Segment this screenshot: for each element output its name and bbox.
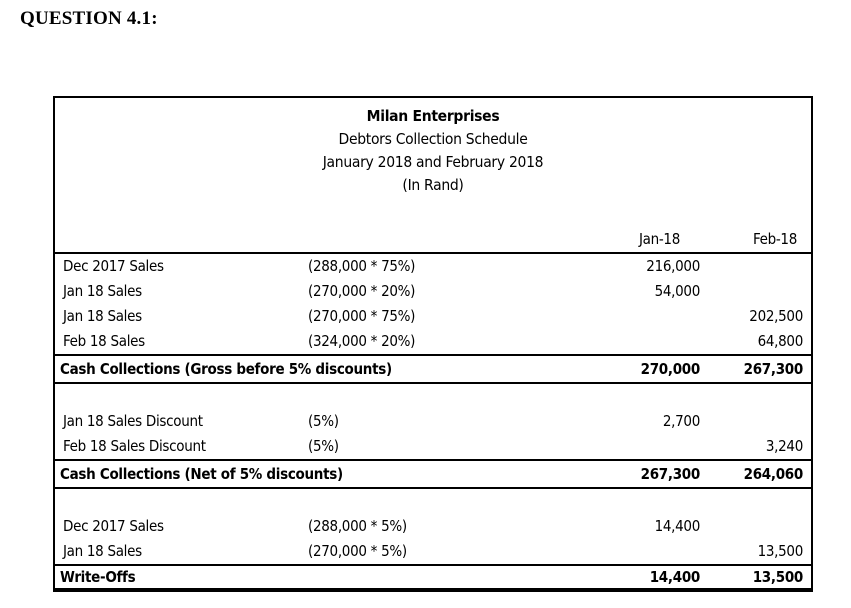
row-jan-value: 14,400	[649, 568, 701, 586]
row-label: Dec 2017 Sales	[63, 517, 164, 535]
row-feb-value: 13,500	[757, 542, 804, 560]
row-label: Cash Collections (Gross before 5% discou…	[60, 360, 392, 378]
row-label: Feb 18 Sales	[63, 332, 145, 350]
debtors-collection-schedule-table: Milan Enterprises Debtors Collection Sch…	[53, 96, 813, 592]
row-jan-value: 2,700	[662, 412, 700, 430]
row-feb-value: 264,060	[743, 465, 804, 483]
table-row: Jan 18 Sales (270,000 * 20%) 54,000	[55, 279, 811, 304]
row-formula: (288,000 * 75%)	[308, 257, 416, 275]
table-title-block: Milan Enterprises Debtors Collection Sch…	[55, 98, 811, 197]
row-label: Jan 18 Sales Discount	[63, 412, 203, 430]
row-label: Cash Collections (Net of 5% discounts)	[60, 465, 343, 483]
table-row: Feb 18 Sales (324,000 * 20%) 64,800	[55, 329, 811, 354]
row-label: Jan 18 Sales	[63, 282, 142, 300]
row-feb-value: 3,240	[765, 437, 803, 455]
table-row: Jan 18 Sales (270,000 * 75%) 202,500	[55, 304, 811, 329]
column-header-jan-18: Jan-18	[638, 230, 680, 248]
row-label: Jan 18 Sales	[63, 307, 142, 325]
schedule-currency: (In Rand)	[402, 176, 464, 194]
row-formula: (5%)	[308, 412, 339, 430]
row-formula: (324,000 * 20%)	[308, 332, 416, 350]
table-row: Jan 18 Sales (270,000 * 5%) 13,500	[55, 539, 811, 564]
spacer-row	[55, 384, 811, 409]
row-label: Write-Offs	[60, 568, 136, 586]
row-formula: (270,000 * 20%)	[308, 282, 416, 300]
row-label: Dec 2017 Sales	[63, 257, 164, 275]
row-jan-value: 54,000	[654, 282, 701, 300]
page-title: QUESTION 4.1:	[20, 8, 158, 29]
row-feb-value: 13,500	[752, 568, 804, 586]
row-formula: (5%)	[308, 437, 339, 455]
table-row: Cash Collections (Net of 5% discounts) 26…	[55, 459, 811, 489]
row-feb-value: 202,500	[749, 307, 803, 325]
header-spacer	[55, 197, 811, 227]
row-feb-value: 267,300	[743, 360, 804, 378]
row-jan-value: 270,000	[640, 360, 701, 378]
table-row: Jan 18 Sales Discount (5%) 2,700	[55, 409, 811, 434]
column-header-feb-18: Feb-18	[752, 230, 797, 248]
row-formula: (270,000 * 5%)	[308, 542, 407, 560]
table-row: Feb 18 Sales Discount (5%) 3,240	[55, 434, 811, 459]
months-header-row: Jan-18 Feb-18	[55, 227, 811, 254]
row-label: Feb 18 Sales Discount	[63, 437, 206, 455]
table-row: Cash Collections (Gross before 5% discou…	[55, 354, 811, 384]
row-label: Jan 18 Sales	[63, 542, 142, 560]
company-name: Milan Enterprises	[366, 107, 500, 125]
table-row: Dec 2017 Sales (288,000 * 5%) 14,400	[55, 514, 811, 539]
row-formula: (270,000 * 75%)	[308, 307, 416, 325]
row-jan-value: 14,400	[654, 517, 701, 535]
table-row: Dec 2017 Sales (288,000 * 75%) 216,000	[55, 254, 811, 279]
spacer-row	[55, 489, 811, 514]
schedule-name: Debtors Collection Schedule	[338, 130, 528, 148]
table-row: Write-Offs 14,400 13,500	[55, 564, 811, 588]
schedule-body: Dec 2017 Sales (288,000 * 75%) 216,000 Jan …	[55, 254, 811, 588]
schedule-period: January 2018 and February 2018	[322, 153, 544, 171]
row-jan-value: 216,000	[646, 257, 700, 275]
row-jan-value: 267,300	[640, 465, 701, 483]
row-formula: (288,000 * 5%)	[308, 517, 407, 535]
row-feb-value: 64,800	[757, 332, 804, 350]
